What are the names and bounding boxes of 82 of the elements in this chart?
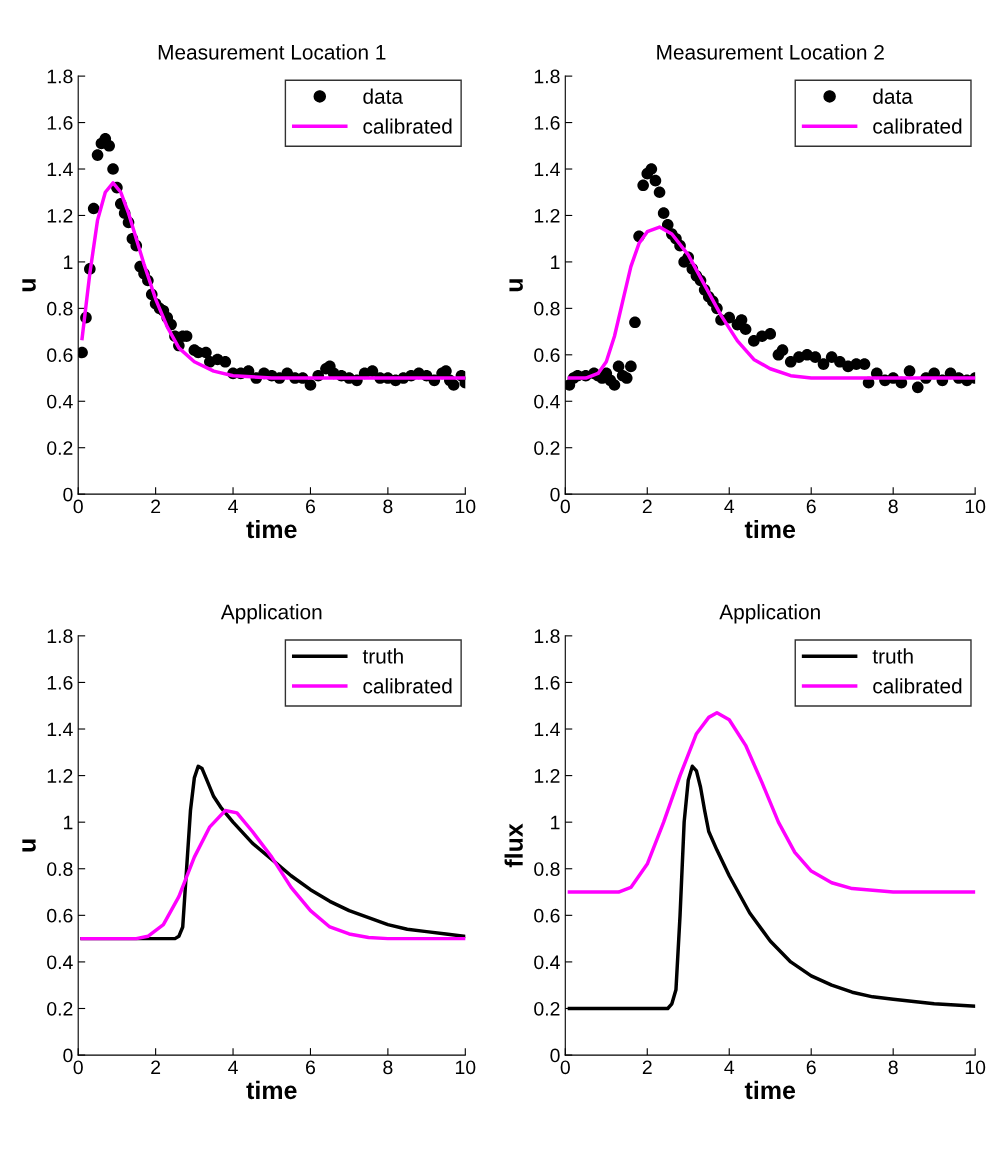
legend-label: truth — [872, 648, 913, 664]
y-tick-label: 0 — [63, 487, 73, 502]
y-tick-label: 1 — [551, 815, 560, 830]
y-tick-label: 1.8 — [47, 69, 73, 84]
x-tick-label: 2 — [151, 499, 161, 514]
y-axis-title: u — [509, 279, 523, 292]
y-tick-label: 0.6 — [47, 348, 73, 363]
y-tick-label: 0 — [550, 1048, 560, 1063]
x-tick-label: 2 — [151, 1060, 161, 1075]
legend-label: data — [363, 88, 404, 104]
y-tick-label: 0.6 — [534, 348, 560, 363]
y-tick-label: 1.6 — [534, 675, 560, 690]
y-tick-label: 1.6 — [47, 116, 73, 130]
y-tick-label: 0.8 — [47, 301, 73, 316]
y-tick-label: 1 — [64, 815, 73, 830]
chart-title: Measurement Location 2 — [657, 44, 884, 60]
x-tick-label: 10 — [965, 499, 986, 514]
x-tick-label: 4 — [724, 499, 735, 514]
x-tick-label: 10 — [455, 499, 476, 514]
x-tick-label: 8 — [383, 499, 393, 514]
chart-title: Measurement Location 1 — [158, 44, 386, 60]
legend-label: truth — [362, 648, 403, 664]
x-tick-label: 4 — [228, 1060, 238, 1075]
y-tick-label: 0 — [550, 487, 560, 502]
y-axis-title: u — [22, 279, 36, 292]
legend-label: calibrated — [363, 118, 452, 134]
x-tick-label: 6 — [306, 499, 316, 514]
legend-label: data — [873, 88, 913, 104]
y-tick-label: 0.2 — [534, 441, 560, 455]
y-tick-label: 0.8 — [534, 301, 560, 316]
x-tick-label: 6 — [806, 1060, 816, 1075]
y-axis-title: flux — [504, 823, 523, 868]
y-tick-label: 0.4 — [47, 955, 73, 970]
legend-label: calibrated — [363, 678, 452, 694]
y-tick-label: 1.6 — [534, 116, 560, 130]
y-tick-label: 0.4 — [47, 394, 73, 409]
y-tick-label: 1.8 — [534, 629, 560, 644]
y-tick-label: 0.6 — [47, 908, 73, 923]
y-tick-label: 0 — [63, 1048, 73, 1063]
y-tick-label: 0.4 — [534, 955, 560, 970]
chart-title: Application — [719, 604, 820, 624]
x-axis-title: time — [744, 519, 796, 539]
x-axis-title: time — [246, 519, 297, 539]
y-tick-label: 0.2 — [47, 441, 73, 455]
y-tick-label: 1.8 — [47, 629, 73, 644]
x-axis-title: time — [744, 1080, 796, 1100]
y-tick-label: 1 — [551, 255, 560, 269]
x-tick-label: 6 — [806, 499, 816, 514]
x-tick-label: 6 — [306, 1060, 316, 1075]
x-tick-label: 2 — [642, 1060, 652, 1075]
x-tick-label: 10 — [455, 1060, 476, 1075]
y-tick-label: 0.4 — [534, 394, 560, 409]
x-tick-label: 8 — [888, 499, 898, 514]
y-tick-label: 1.2 — [47, 769, 73, 783]
y-tick-label: 1.4 — [534, 162, 560, 177]
x-tick-label: 2 — [642, 499, 652, 514]
y-tick-label: 0.6 — [534, 908, 560, 923]
y-tick-label: 1 — [64, 255, 73, 269]
y-tick-label: 0.2 — [534, 1001, 560, 1016]
y-tick-label: 1.4 — [534, 722, 560, 737]
y-tick-label: 1.6 — [47, 675, 73, 690]
y-tick-label: 1.8 — [534, 69, 560, 84]
legend-label: calibrated — [873, 678, 962, 694]
x-tick-label: 4 — [228, 499, 238, 514]
y-tick-label: 1.4 — [47, 722, 73, 737]
legend-label: calibrated — [873, 118, 962, 134]
y-tick-label: 1.2 — [534, 208, 560, 223]
y-tick-label: 0.2 — [47, 1001, 73, 1016]
y-axis-title: u — [22, 839, 36, 852]
y-tick-label: 0.8 — [534, 862, 560, 876]
chart-title: Application — [220, 604, 322, 624]
y-tick-label: 1.4 — [47, 162, 73, 177]
line-series — [567, 710, 976, 894]
x-tick-label: 10 — [965, 1060, 986, 1075]
x-tick-label: 4 — [724, 1060, 735, 1075]
line-series — [80, 808, 466, 941]
x-tick-label: 8 — [888, 1060, 898, 1075]
y-tick-label: 1.2 — [534, 769, 560, 783]
y-tick-label: 0.8 — [47, 862, 73, 876]
y-tick-label: 1.2 — [47, 208, 73, 223]
x-tick-label: 8 — [383, 1060, 393, 1075]
x-axis-title: time — [246, 1080, 297, 1100]
